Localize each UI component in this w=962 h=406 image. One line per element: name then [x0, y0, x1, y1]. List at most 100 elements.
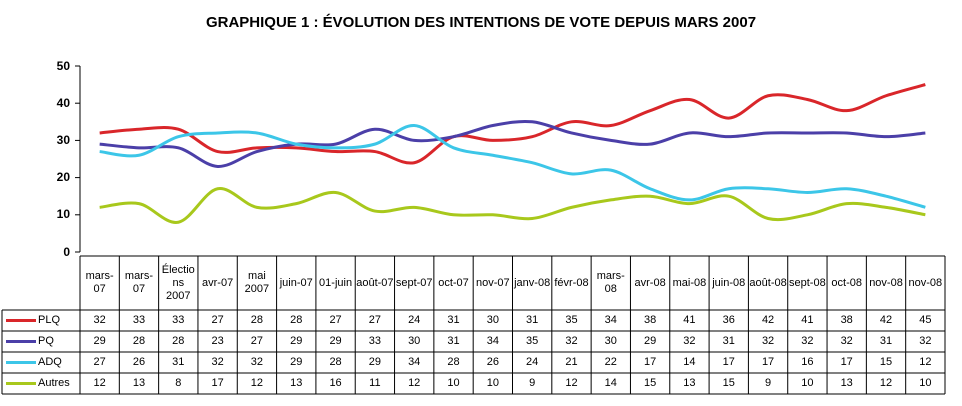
table-value: 45 — [919, 314, 932, 326]
category-label: 01-juin — [319, 276, 353, 289]
table-value: 12 — [93, 377, 106, 389]
table-value: 12 — [250, 377, 264, 389]
table-value: 27 — [93, 356, 106, 368]
table-value: 28 — [290, 314, 303, 326]
category-label: nov-08 — [869, 276, 903, 289]
table-value: 31 — [447, 335, 460, 347]
table-value: 35 — [526, 335, 539, 347]
table-value: 27 — [211, 314, 224, 326]
table-value: 28 — [447, 356, 460, 368]
table-value: 32 — [250, 356, 264, 368]
table-value: 13 — [132, 377, 146, 389]
category-label: févr-08 — [554, 276, 589, 289]
category-label: sept-08 — [789, 276, 826, 289]
table-value: 9 — [765, 377, 772, 389]
table-value: 35 — [565, 314, 578, 326]
table-value: 32 — [211, 356, 224, 368]
table-value: 31 — [172, 356, 185, 368]
table-value: 12 — [879, 377, 893, 389]
table-value: 42 — [879, 314, 893, 326]
series-line — [99, 120, 926, 168]
table-value: 31 — [526, 314, 539, 326]
table-value: 29 — [290, 356, 303, 368]
table-value: 9 — [529, 377, 536, 389]
category-label: mars-08 — [596, 270, 625, 295]
table-value: 28 — [132, 335, 146, 347]
table-value: 32 — [761, 335, 775, 347]
table-value: 10 — [801, 377, 814, 389]
category-label: Élections 2007 — [161, 263, 195, 302]
table-value: 15 — [643, 377, 657, 389]
category-label: juin-07 — [279, 276, 313, 289]
table-value: 29 — [290, 335, 303, 347]
table-value: 42 — [761, 314, 775, 326]
y-tick-label: 0 — [63, 244, 70, 259]
table-value: 33 — [368, 335, 381, 347]
table-value: 32 — [801, 335, 814, 347]
table-value: 10 — [919, 377, 932, 389]
category-label: nov-08 — [908, 276, 943, 289]
table-value: 26 — [132, 356, 146, 368]
series-line — [99, 83, 926, 165]
category-label: avr-08 — [634, 276, 666, 289]
category-label: mars-07 — [85, 270, 114, 295]
category-label: mars-07 — [124, 270, 154, 295]
table-value: 21 — [565, 356, 578, 368]
table-value: 12 — [408, 377, 421, 389]
category-label: nov-07 — [476, 276, 510, 289]
table-value: 29 — [329, 335, 342, 347]
table-value: 33 — [132, 314, 146, 326]
table-value: 34 — [486, 335, 499, 347]
table-value: 14 — [604, 377, 617, 389]
table-value: 17 — [722, 356, 735, 368]
table-value: 32 — [919, 335, 932, 347]
table-value: 10 — [447, 377, 460, 389]
table-value: 10 — [486, 377, 499, 389]
y-tick-label: 40 — [56, 95, 70, 110]
legend-label: PLQ — [38, 314, 61, 326]
table-value: 17 — [211, 377, 224, 389]
table-value: 27 — [250, 335, 264, 347]
series-line — [99, 124, 926, 209]
table-value: 32 — [93, 314, 106, 326]
table-value: 12 — [919, 356, 932, 368]
legend-label: PQ — [38, 335, 54, 347]
category-label: août-08 — [749, 276, 787, 289]
table-value: 12 — [565, 377, 578, 389]
table-value: 27 — [329, 314, 342, 326]
table-value: 41 — [801, 314, 814, 326]
table-value: 30 — [408, 335, 421, 347]
category-label: avr-07 — [202, 276, 234, 289]
table-value: 28 — [172, 335, 185, 347]
table-value: 32 — [683, 335, 696, 347]
table-value: 14 — [683, 356, 696, 368]
table-value: 31 — [447, 314, 460, 326]
table-value: 30 — [604, 335, 617, 347]
table-value: 27 — [368, 314, 381, 326]
legend-label: ADQ — [38, 356, 62, 368]
table-value: 38 — [643, 314, 657, 326]
table-value: 32 — [840, 335, 853, 347]
table-value: 16 — [801, 356, 814, 368]
table-value: 29 — [643, 335, 657, 347]
table-value: 13 — [840, 377, 853, 389]
table-value: 24 — [408, 314, 421, 326]
table-value: 41 — [683, 314, 696, 326]
table-value: 29 — [368, 356, 381, 368]
table-value: 28 — [329, 356, 342, 368]
table-value: 22 — [604, 356, 617, 368]
category-label: janv-08 — [514, 276, 551, 289]
table-value: 30 — [486, 314, 499, 326]
table-value: 24 — [526, 356, 539, 368]
table-value: 8 — [175, 377, 182, 389]
table-value: 34 — [604, 314, 617, 326]
category-label: oct-08 — [831, 276, 862, 289]
y-tick-label: 20 — [56, 170, 70, 185]
table-value: 17 — [643, 356, 657, 368]
category-label: août-07 — [356, 276, 394, 289]
category-label: sept-07 — [395, 276, 433, 289]
table-value: 31 — [722, 335, 735, 347]
category-label: juin-08 — [712, 276, 746, 289]
table-value: 17 — [761, 356, 775, 368]
